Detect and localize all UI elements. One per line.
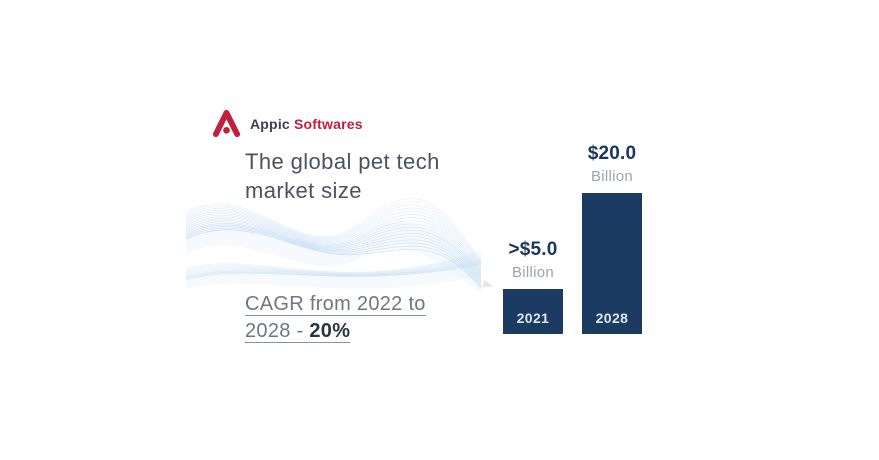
page-title-line2: market size (245, 178, 362, 203)
bar-value-label-2028: $20.0 (587, 143, 637, 164)
cagr-line1: CAGR from 2022 to (245, 293, 426, 315)
brand-a-icon (212, 109, 241, 138)
page-title-line1: The global pet tech (245, 149, 440, 174)
brand-name-primary: Appic (250, 115, 290, 132)
brand-name: Appic Softwares (250, 116, 363, 132)
bar-chart: >$5.0 Billion 2021 $20.0 Billion 2028 (503, 143, 642, 334)
bar-2021: 2021 (503, 289, 563, 334)
bar-value-label-2021: >$5.0 (508, 239, 558, 260)
bar-group-2028: $20.0 Billion 2028 (582, 143, 642, 334)
bar-unit-label-2021: Billion (511, 264, 555, 281)
bar-unit-label-2028: Billion (590, 168, 634, 185)
brand-logo: Appic Softwares (211, 108, 363, 139)
cagr-line2-prefix: 2028 - (245, 320, 310, 342)
cagr-value: 20% (309, 320, 351, 342)
wave-decoration (186, 198, 481, 294)
bar-2028: 2028 (582, 193, 642, 334)
bar-year-label-2028: 2028 (595, 310, 629, 326)
bar-year-label-2021: 2021 (516, 310, 550, 326)
cagr-line2: 2028 - 20% (245, 318, 426, 345)
page-title: The global pet tech market size (245, 147, 440, 205)
cursor-artifact-icon (482, 279, 494, 291)
cagr-note: CAGR from 2022 to 2028 - 20% (245, 291, 426, 345)
bar-group-2021: >$5.0 Billion 2021 (503, 239, 563, 334)
brand-name-secondary: Softwares (293, 115, 363, 132)
